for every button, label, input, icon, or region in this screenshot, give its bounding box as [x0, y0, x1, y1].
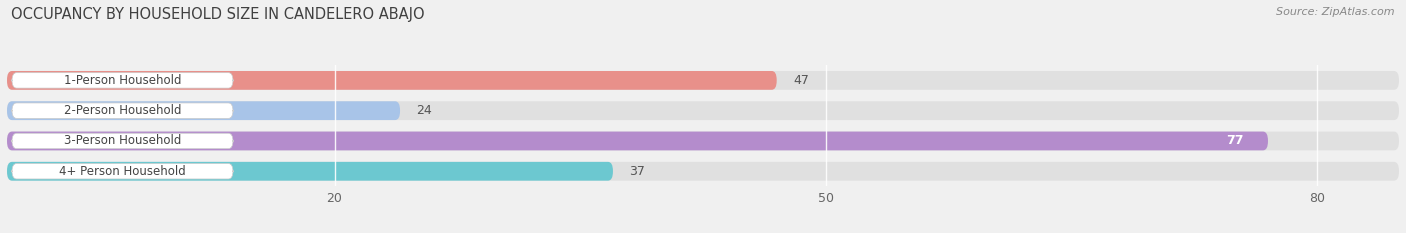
FancyBboxPatch shape — [11, 164, 233, 179]
FancyBboxPatch shape — [7, 101, 1399, 120]
FancyBboxPatch shape — [7, 162, 1399, 181]
FancyBboxPatch shape — [7, 132, 1268, 150]
Text: 2-Person Household: 2-Person Household — [63, 104, 181, 117]
FancyBboxPatch shape — [7, 71, 1399, 90]
Text: Source: ZipAtlas.com: Source: ZipAtlas.com — [1277, 7, 1395, 17]
FancyBboxPatch shape — [11, 73, 233, 88]
FancyBboxPatch shape — [7, 132, 1399, 150]
Text: 1-Person Household: 1-Person Household — [63, 74, 181, 87]
Text: 77: 77 — [1226, 134, 1243, 147]
Text: 24: 24 — [416, 104, 432, 117]
FancyBboxPatch shape — [11, 133, 233, 149]
Text: 37: 37 — [630, 165, 645, 178]
FancyBboxPatch shape — [7, 71, 776, 90]
FancyBboxPatch shape — [7, 101, 401, 120]
FancyBboxPatch shape — [7, 162, 613, 181]
Text: OCCUPANCY BY HOUSEHOLD SIZE IN CANDELERO ABAJO: OCCUPANCY BY HOUSEHOLD SIZE IN CANDELERO… — [11, 7, 425, 22]
Text: 4+ Person Household: 4+ Person Household — [59, 165, 186, 178]
Text: 3-Person Household: 3-Person Household — [63, 134, 181, 147]
Text: 47: 47 — [793, 74, 808, 87]
FancyBboxPatch shape — [11, 103, 233, 118]
